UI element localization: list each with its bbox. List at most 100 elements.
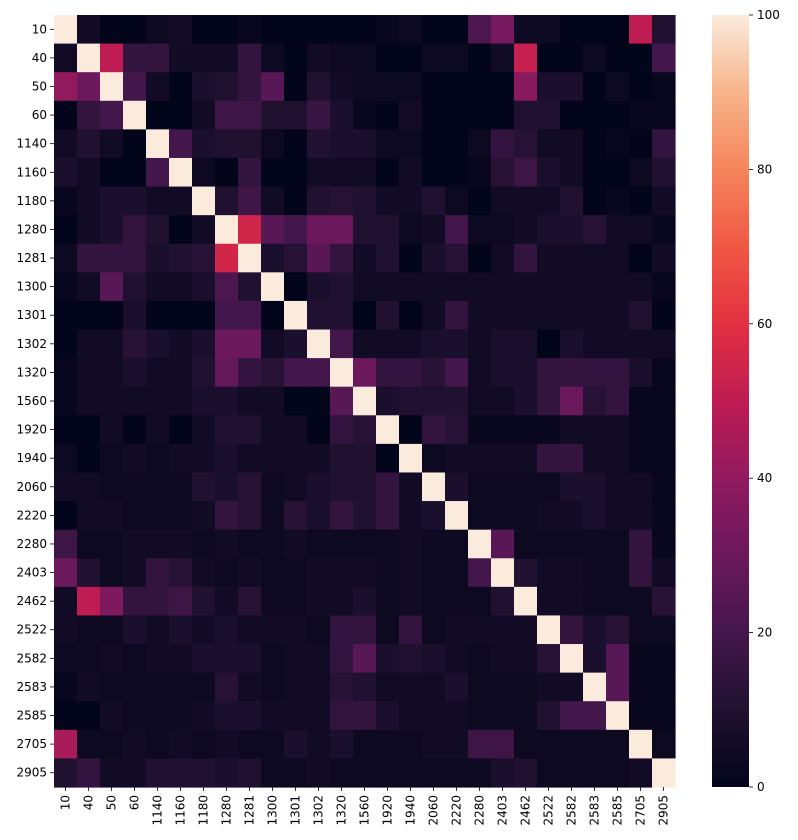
- heatmap-cell-2280-2462: [514, 529, 538, 559]
- heatmap-cell-2462-1300: [261, 586, 285, 617]
- heatmap-cell-2403-2403: [491, 558, 515, 588]
- heatmap-cell-1140-2583: [583, 129, 607, 159]
- y-tick-label: 2905: [16, 766, 47, 780]
- heatmap-cell-2583-60: [123, 672, 147, 702]
- heatmap-cell-1301-1300: [261, 300, 285, 331]
- heatmap-cell-1302-1940: [399, 329, 423, 359]
- heatmap-cell-2060-2220: [445, 472, 469, 502]
- heatmap-cell-50-60: [123, 72, 147, 102]
- y-tick-label: 2280: [16, 537, 47, 551]
- heatmap-cell-2705-1940: [399, 729, 423, 759]
- heatmap-cell-2220-2585: [606, 501, 630, 531]
- x-tick-label: 1140: [151, 795, 165, 826]
- y-tick-label: 1320: [16, 365, 47, 379]
- heatmap-cell-1301-1301: [284, 300, 308, 331]
- heatmap-cell-2583-2403: [491, 672, 515, 702]
- heatmap-cell-1280-1302: [307, 215, 331, 245]
- heatmap-cell-1301-2582: [560, 300, 584, 331]
- colorbar-tick-label: 100: [757, 8, 780, 22]
- heatmap-cell-50-1160: [169, 72, 193, 102]
- heatmap-cell-1281-1300: [261, 243, 285, 273]
- heatmap-cell-1140-2220: [445, 129, 469, 159]
- heatmap-cell-2220-50: [100, 501, 124, 531]
- heatmap-cell-2060-1560: [353, 472, 377, 502]
- heatmap-cell-1281-40: [77, 243, 101, 273]
- heatmap-cell-60-60: [123, 100, 147, 130]
- heatmap-cell-1300-10: [54, 272, 78, 302]
- heatmap-cell-50-2585: [606, 72, 630, 102]
- x-tick-label: 1302: [312, 795, 326, 826]
- heatmap-cell-1281-10: [54, 243, 78, 273]
- heatmap-cell-2585-1302: [307, 701, 331, 731]
- heatmap-cell-1140-1160: [169, 129, 193, 159]
- heatmap-cell-10-2705: [629, 15, 653, 45]
- heatmap-cell-1281-2220: [445, 243, 469, 273]
- heatmap-cell-1940-60: [123, 443, 147, 474]
- heatmap-cell-1300-2220: [445, 272, 469, 302]
- heatmap-cell-2220-2462: [514, 501, 538, 531]
- heatmap-cell-2585-1160: [169, 701, 193, 731]
- heatmap-cell-2905-1302: [307, 758, 331, 788]
- heatmap-cell-1280-40: [77, 215, 101, 245]
- heatmap-cell-1140-10: [54, 129, 78, 159]
- heatmap-cell-1940-10: [54, 443, 78, 474]
- x-tick-label: 1280: [220, 795, 234, 826]
- heatmap-cell-2585-1140: [146, 701, 170, 731]
- heatmap-cell-40-50: [100, 43, 124, 73]
- heatmap-cell-1302-60: [123, 329, 147, 359]
- heatmap-cell-50-2462: [514, 72, 538, 102]
- heatmap-cell-1140-1301: [284, 129, 308, 159]
- heatmap-cell-2220-1160: [169, 501, 193, 531]
- heatmap-cell-2705-2522: [537, 729, 561, 759]
- heatmap-cell-1140-1140: [146, 129, 170, 159]
- heatmap-cell-2220-1280: [215, 501, 239, 531]
- heatmap-cell-1940-1160: [169, 443, 193, 474]
- heatmap-cell-2462-2220: [445, 586, 469, 617]
- heatmap-cell-1302-1281: [238, 329, 262, 359]
- heatmap-cell-1281-2905: [652, 243, 676, 273]
- heatmap-cell-1180-2583: [583, 186, 607, 216]
- heatmap-cell-2060-2403: [491, 472, 515, 502]
- heatmap-cell-2583-2220: [445, 672, 469, 702]
- x-tick-label: 1940: [404, 795, 418, 826]
- heatmap-cell-1320-2905: [652, 358, 676, 388]
- heatmap-cell-1320-2585: [606, 358, 630, 388]
- heatmap-cell-1940-50: [100, 443, 124, 474]
- heatmap-cell-2403-2905: [652, 558, 676, 588]
- heatmap-cell-1180-1180: [192, 186, 216, 216]
- colorbar-tick-label: 0: [757, 780, 765, 794]
- heatmap-cell-50-40: [77, 72, 101, 102]
- heatmap-cell-60-2905: [652, 100, 676, 130]
- heatmap-cell-1180-1140: [146, 186, 170, 216]
- heatmap-cell-2280-1302: [307, 529, 331, 559]
- heatmap-cells: [54, 15, 676, 788]
- heatmap-cell-2583-1160: [169, 672, 193, 702]
- heatmap-cell-2705-1140: [146, 729, 170, 759]
- heatmap-cell-50-2705: [629, 72, 653, 102]
- heatmap-cell-2585-2220: [445, 701, 469, 731]
- heatmap-cell-1301-1320: [330, 300, 354, 331]
- heatmap-cell-1140-2585: [606, 129, 630, 159]
- heatmap-cell-1140-1281: [238, 129, 262, 159]
- heatmap-cell-1180-2220: [445, 186, 469, 216]
- heatmap-cell-2403-1300: [261, 558, 285, 588]
- heatmap-cell-2403-2522: [537, 558, 561, 588]
- heatmap-cell-2582-40: [77, 644, 101, 674]
- heatmap-cell-2403-1140: [146, 558, 170, 588]
- heatmap-cell-1920-1281: [238, 415, 262, 445]
- heatmap-cell-1280-1140: [146, 215, 170, 245]
- colorbar-gradient: [712, 15, 749, 787]
- heatmap-cell-2905-1160: [169, 758, 193, 788]
- heatmap-cell-2522-60: [123, 615, 147, 645]
- heatmap-cell-1301-2583: [583, 300, 607, 331]
- heatmap-cell-50-1940: [399, 72, 423, 102]
- heatmap-cell-1300-1160: [169, 272, 193, 302]
- heatmap-cell-2585-2522: [537, 701, 561, 731]
- heatmap-cell-1302-2522: [537, 329, 561, 359]
- heatmap-cell-1160-1301: [284, 157, 308, 188]
- heatmap-cell-2403-1301: [284, 558, 308, 588]
- heatmap-cell-40-10: [54, 43, 78, 73]
- heatmap-cell-1560-40: [77, 386, 101, 416]
- heatmap-cell-2582-2280: [468, 644, 492, 674]
- heatmap-cell-1920-2583: [583, 415, 607, 445]
